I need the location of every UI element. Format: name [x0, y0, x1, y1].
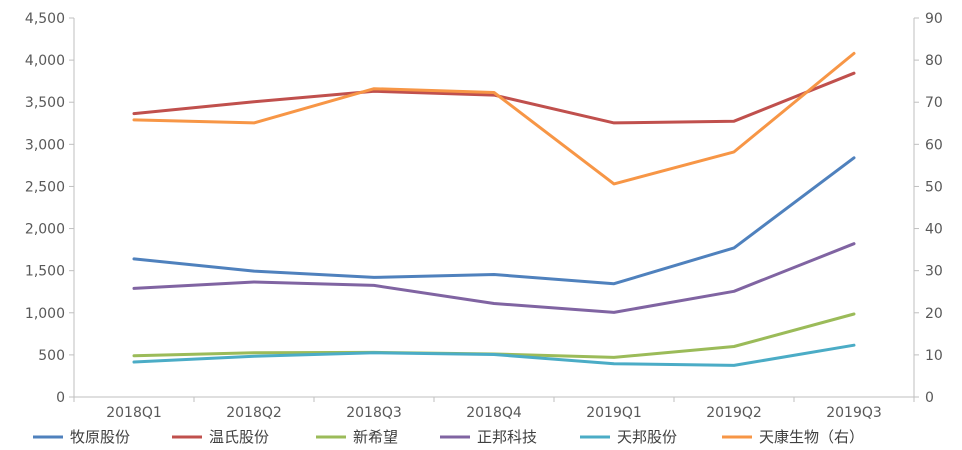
series-line-1 — [132, 156, 856, 286]
series-line-2 — [132, 71, 856, 125]
left-y-tick-label: 3,000 — [25, 137, 65, 153]
right-y-tick-label: 10 — [925, 348, 943, 364]
left-y-tick-label: 2,000 — [25, 222, 65, 238]
x-tick-label: 2019Q1 — [586, 405, 642, 421]
x-tick-label: 2018Q2 — [226, 405, 282, 421]
legend: 牧原股份 温氏股份 新希望 正邦科技 天邦股份 天康生物（右） — [33, 428, 864, 446]
left-y-tick-label: 0 — [56, 390, 65, 406]
right-y-tick-label: 20 — [925, 306, 943, 322]
left-y-tick-label: 500 — [38, 348, 65, 364]
series-line-5 — [132, 343, 856, 367]
right-y-tick-label: 0 — [925, 390, 934, 406]
right-y-tick-label: 60 — [925, 137, 943, 153]
series-line-4 — [132, 242, 856, 314]
right-y-tick-label: 50 — [925, 179, 943, 195]
left-y-tick-label: 1,500 — [25, 264, 65, 280]
left-y-tick-label: 4,500 — [25, 11, 65, 27]
right-y-tick-label: 90 — [925, 11, 943, 27]
x-tick-label: 2018Q1 — [106, 405, 162, 421]
x-tick-label: 2019Q3 — [826, 405, 882, 421]
left-y-tick-label: 2,500 — [25, 179, 65, 195]
legend-label: 温氏股份 — [209, 428, 269, 446]
left-y-tick-label: 3,500 — [25, 95, 65, 111]
right-y-tick-label: 40 — [925, 222, 943, 238]
x-tick-label: 2018Q3 — [346, 405, 402, 421]
series-line-6 — [132, 51, 856, 186]
right-y-tick-label: 70 — [925, 95, 943, 111]
series-lines — [132, 51, 856, 367]
right-y-tick-label: 30 — [925, 264, 943, 280]
series-line-3 — [132, 312, 856, 359]
right-y-tick-label: 80 — [925, 53, 943, 69]
legend-label: 牧原股份 — [70, 428, 130, 446]
legend-label: 正邦科技 — [477, 428, 537, 446]
legend-label: 天邦股份 — [617, 428, 677, 446]
left-y-tick-label: 4,000 — [25, 53, 65, 69]
left-y-tick-label: 1,000 — [25, 306, 65, 322]
axes: 05001,0001,5002,0002,5003,0003,5004,0004… — [25, 11, 943, 421]
legend-label: 新希望 — [353, 428, 398, 446]
legend-label: 天康生物（右） — [759, 428, 864, 446]
x-tick-label: 2018Q4 — [466, 405, 522, 421]
x-tick-label: 2019Q2 — [706, 405, 762, 421]
